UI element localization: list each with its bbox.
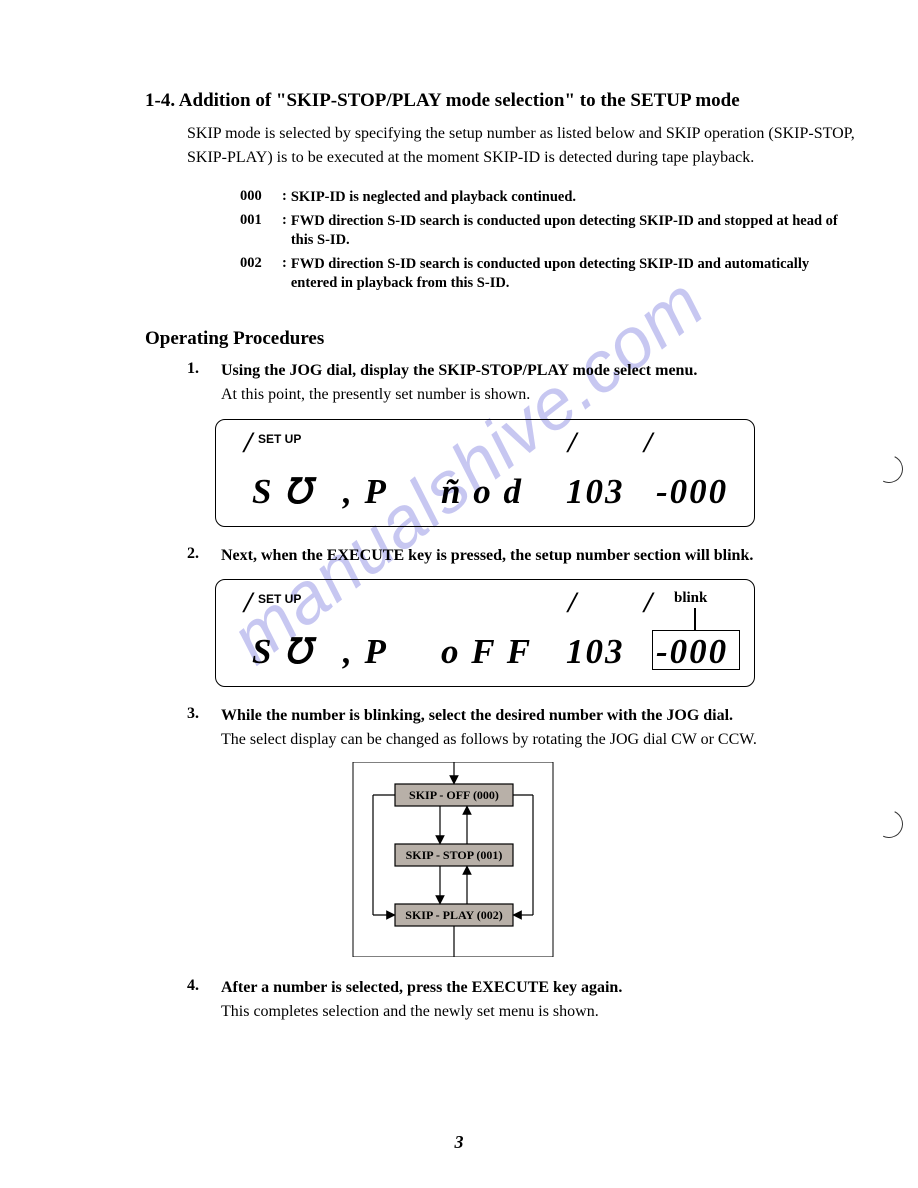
code-description: FWD direction S-ID search is conducted u… [291,212,858,251]
step-item: 4. After a number is selected, press the… [187,977,858,1024]
lcd-segment: 103 [566,472,625,512]
step-subtitle: This completes selection and the newly s… [221,1001,858,1023]
lcd-segment: , P [343,632,388,672]
code-description: SKIP-ID is neglected and playback contin… [291,188,576,208]
flow-node-label: SKIP - STOP (001) [406,848,503,862]
code-number: 002 [240,255,282,294]
code-row: 000 : SKIP-ID is neglected and playback … [240,188,858,208]
step-title: While the number is blinking, select the… [221,705,858,727]
step-item: 3. While the number is blinking, select … [187,705,858,752]
intro-paragraph: SKIP mode is selected by specifying the … [187,122,858,170]
step-number: 2. [187,545,221,567]
lcd-setup-label: SET UP [258,592,301,606]
lcd-segment: -000 [656,472,728,512]
step-subtitle: The select display can be changed as fol… [221,729,858,751]
lcd-tick-icon: / [244,586,252,620]
page-hole-mark [871,451,907,487]
blink-label: blink [674,590,707,607]
lcd-display-1: / SET UP / / S ℧ , P ñ o d 103 -000 [215,419,755,527]
lcd-segment: 103 [566,632,625,672]
step-number: 4. [187,977,221,1024]
section-number: 1-4. [145,90,175,111]
lcd-tick-icon: / [568,586,576,620]
flow-diagram: SKIP - OFF (000) SKIP - STOP (001) SKIP … [335,762,575,957]
step-title: Using the JOG dial, display the SKIP-STO… [221,360,858,382]
code-definitions: 000 : SKIP-ID is neglected and playback … [240,188,858,294]
code-number: 001 [240,212,282,251]
lcd-segment: , P [343,472,388,512]
lcd-segment: ñ o d [441,472,523,512]
lcd-tick-icon: / [244,426,252,460]
flow-node-label: SKIP - OFF (000) [409,788,499,802]
section-title-text: Addition of "SKIP-STOP/PLAY mode selecti… [179,90,740,111]
code-colon: : [282,188,287,208]
page-hole-mark [871,806,907,842]
page-number: 3 [455,1132,464,1153]
lcd-segment: o F F [441,632,532,672]
lcd-tick-icon: / [644,426,652,460]
lcd-setup-label: SET UP [258,432,301,446]
lcd-segment: -000 [656,632,728,672]
step-item: 1. Using the JOG dial, display the SKIP-… [187,360,858,407]
step-item: 2. Next, when the EXECUTE key is pressed… [187,545,858,567]
section-heading: 1-4. Addition of "SKIP-STOP/PLAY mode se… [145,90,858,112]
step-title: Next, when the EXECUTE key is pressed, t… [221,545,858,567]
code-row: 002 : FWD direction S-ID search is condu… [240,255,858,294]
code-number: 000 [240,188,282,208]
lcd-display-2: / SET UP / / blink S ℧ , P o F F 103 -00… [215,579,755,687]
lcd-segment: S ℧ [252,632,313,672]
lcd-segment: S ℧ [252,472,313,512]
procedures-heading: Operating Procedures [145,328,858,350]
flow-svg: SKIP - OFF (000) SKIP - STOP (001) SKIP … [335,762,575,957]
step-number: 1. [187,360,221,407]
step-subtitle: At this point, the presently set number … [221,384,858,406]
blink-connector-line [694,608,696,630]
code-colon: : [282,212,287,251]
code-description: FWD direction S-ID search is conducted u… [291,255,858,294]
lcd-tick-icon: / [568,426,576,460]
code-colon: : [282,255,287,294]
code-row: 001 : FWD direction S-ID search is condu… [240,212,858,251]
lcd-tick-icon: / [644,586,652,620]
step-title: After a number is selected, press the EX… [221,977,858,999]
flow-node-label: SKIP - PLAY (002) [405,908,502,922]
step-number: 3. [187,705,221,752]
